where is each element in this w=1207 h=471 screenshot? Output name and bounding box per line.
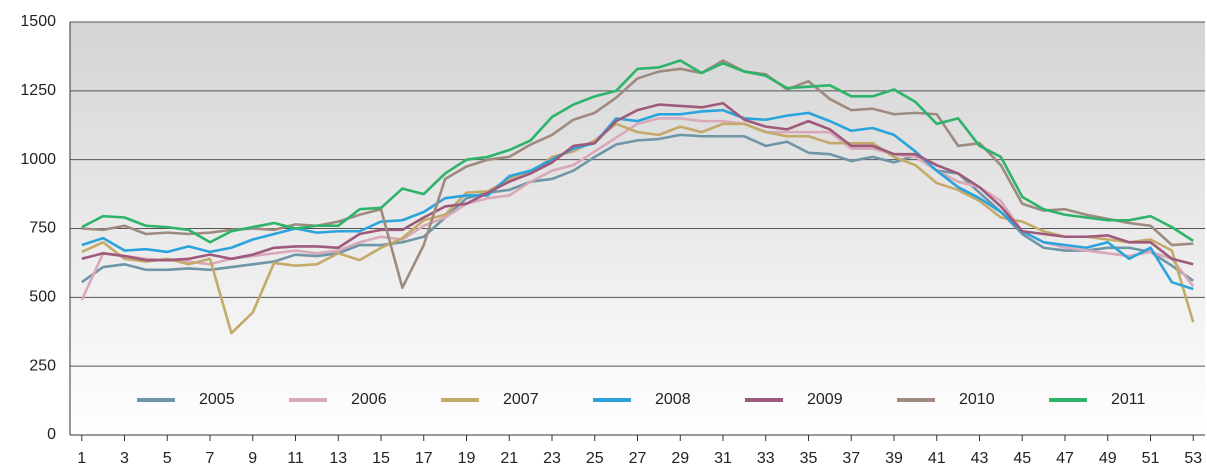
x-tick-label: 23 — [543, 450, 561, 467]
x-tick-label: 25 — [586, 450, 604, 467]
x-tick-label: 3 — [120, 450, 129, 467]
legend-label: 2011 — [1111, 391, 1146, 408]
legend-label: 2007 — [503, 391, 539, 408]
x-tick-label: 13 — [329, 450, 347, 467]
x-tick-label: 49 — [1099, 450, 1117, 467]
series-line — [81, 59, 1194, 244]
x-tick-label: 5 — [163, 450, 172, 467]
x-tick-label: 43 — [971, 450, 989, 467]
x-tick-label: 39 — [885, 450, 903, 467]
y-tick-label: 1000 — [20, 151, 56, 168]
x-tick-label: 35 — [800, 450, 818, 467]
legend-label: 2009 — [807, 391, 843, 408]
y-tick-label: 0 — [47, 426, 56, 443]
x-tick-label: 11 — [287, 450, 304, 467]
y-tick-label: 250 — [29, 357, 56, 374]
legend-label: 2008 — [655, 391, 691, 408]
x-tick-label: 21 — [500, 450, 518, 467]
x-tick-label: 9 — [248, 450, 257, 467]
y-tick-label: 1500 — [20, 13, 56, 30]
y-tick-label: 750 — [29, 220, 56, 237]
y-tick-label: 500 — [29, 289, 56, 306]
legend-label: 2005 — [199, 391, 235, 408]
legend-label: 2010 — [959, 391, 995, 408]
x-tick-label: 53 — [1184, 450, 1202, 467]
y-tick-label: 1250 — [20, 82, 56, 99]
x-tick-label: 7 — [206, 450, 215, 467]
series-line — [81, 59, 1194, 289]
x-tick-label: 1 — [77, 450, 86, 467]
legend-label: 2006 — [351, 391, 387, 408]
x-tick-label: 41 — [928, 450, 946, 467]
x-tick-label: 33 — [757, 450, 775, 467]
x-tick-label: 45 — [1013, 450, 1031, 467]
x-tick-label: 47 — [1056, 450, 1074, 467]
series-line — [81, 108, 1194, 291]
x-tick-label: 15 — [372, 450, 390, 467]
x-tick-label: 31 — [714, 450, 732, 467]
x-tick-label: 51 — [1142, 450, 1160, 467]
x-tick-label: 17 — [415, 450, 433, 467]
x-tick-label: 37 — [842, 450, 860, 467]
x-tick-label: 19 — [458, 450, 476, 467]
x-tick-label: 29 — [671, 450, 689, 467]
series-line — [81, 101, 1194, 266]
series-line — [80, 117, 1195, 301]
x-tick-label: 27 — [629, 450, 647, 467]
